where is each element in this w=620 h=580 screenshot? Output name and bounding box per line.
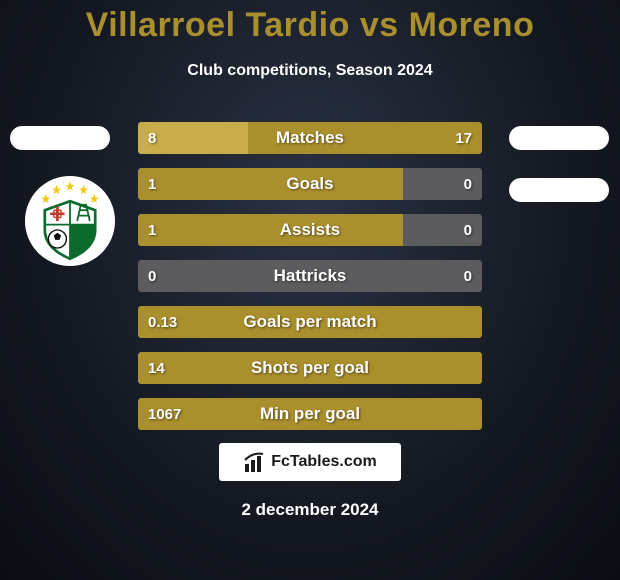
stat-label: Hattricks <box>138 260 482 292</box>
stat-value-left: 8 <box>148 122 156 154</box>
stat-value-left: 1067 <box>148 398 181 430</box>
stat-value-right: 0 <box>464 168 472 200</box>
date-text: 2 december 2024 <box>0 500 620 520</box>
player2-avatar-placeholder-1 <box>509 126 609 150</box>
player2-avatar-placeholder-2 <box>509 178 609 202</box>
stat-value-right: 0 <box>464 214 472 246</box>
brand-text: FcTables.com <box>271 453 377 471</box>
title-vs: vs <box>360 6 409 44</box>
comparison-card: Villarroel Tardio vs Moreno Club competi… <box>0 0 620 580</box>
stat-label: Assists <box>138 214 482 246</box>
chart-icon <box>243 450 267 474</box>
stat-row: Assists1 0 <box>138 214 482 246</box>
stat-bars: Matches817Goals10Assists10Hattricks00Goa… <box>138 122 482 444</box>
subtitle: Club competitions, Season 2024 <box>0 62 620 80</box>
stat-row: Goals1 0 <box>138 168 482 200</box>
stat-value-left: 0.13 <box>148 306 177 338</box>
title-player1: Villarroel Tardio <box>86 6 360 44</box>
stat-label: Shots per goal <box>138 352 482 384</box>
stat-value-left: 1 <box>148 168 156 200</box>
stat-label: Goals per match <box>138 306 482 338</box>
stat-row: Shots per goal14 <box>138 352 482 384</box>
club-badge-icon <box>25 176 115 266</box>
stat-value-left: 1 <box>148 214 156 246</box>
stat-value-right: 17 <box>455 122 472 154</box>
stat-value-right: 0 <box>464 260 472 292</box>
stat-value-left: 14 <box>148 352 165 384</box>
brand-logo[interactable]: FcTables.com <box>219 443 401 481</box>
player1-avatar-placeholder <box>10 126 110 150</box>
stat-row: Matches8 17 <box>138 122 482 154</box>
stat-label: Min per goal <box>138 398 482 430</box>
stat-label: Goals <box>138 168 482 200</box>
stat-label: Matches <box>138 122 482 154</box>
stat-row: Hattricks0 0 <box>138 260 482 292</box>
stat-value-left: 0 <box>148 260 156 292</box>
stat-row: Goals per match0.13 <box>138 306 482 338</box>
club-badge <box>25 176 115 266</box>
title-player2: Moreno <box>409 6 535 44</box>
page-title: Villarroel Tardio vs Moreno <box>0 6 620 45</box>
stat-row: Min per goal1067 <box>138 398 482 430</box>
